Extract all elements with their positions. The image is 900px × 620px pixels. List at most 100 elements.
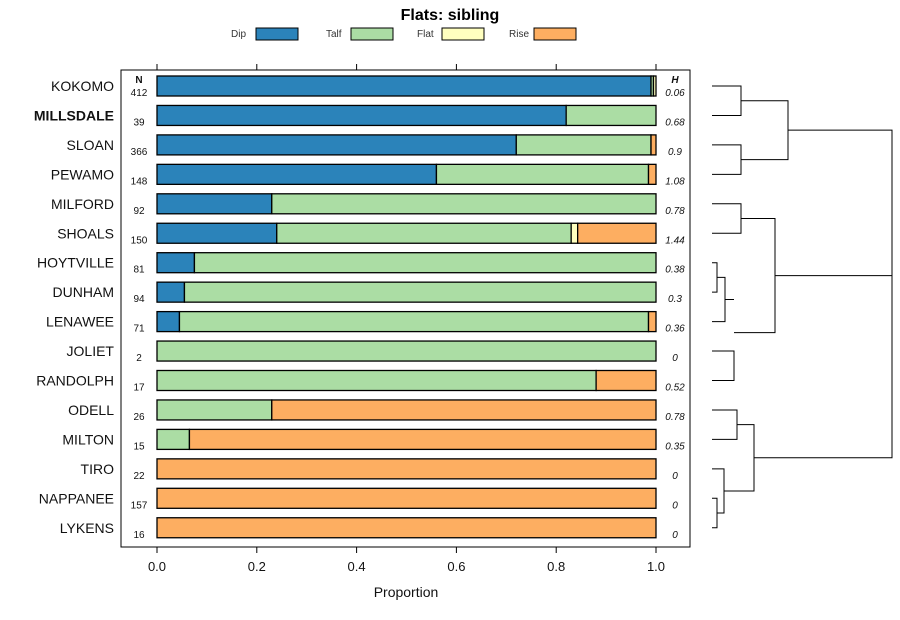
h-column-header: H [671, 75, 679, 86]
row-h-value: 0.38 [665, 265, 685, 276]
bar-segment-flat [652, 75, 657, 97]
row-odell: ODELL 26 0.78 [68, 399, 685, 423]
row-h-value: 1.08 [665, 176, 685, 187]
row-tiro: TIRO 22 0 [81, 458, 678, 482]
row-label: JOLIET [67, 343, 115, 359]
row-label: NAPPANEE [39, 490, 114, 506]
row-n-value: 81 [133, 265, 145, 276]
row-h-value: 0.06 [665, 88, 685, 99]
plot-frame [120, 69, 691, 548]
row-n-value: 26 [133, 412, 145, 423]
row-label: SLOAN [67, 137, 114, 153]
row-n-value: 150 [131, 235, 148, 246]
row-h-value: 0 [672, 530, 678, 541]
row-label: KOKOMO [51, 78, 114, 94]
bar-segment-rise [156, 458, 657, 480]
bar-segment-talf [183, 281, 657, 303]
row-label: HOYTVILLE [37, 255, 114, 271]
row-h-value: 0.52 [665, 383, 685, 394]
row-label: MILFORD [51, 196, 114, 212]
x-tick-label: 0.8 [547, 559, 565, 574]
dendrogram [712, 85, 893, 529]
row-n-value: 92 [133, 206, 145, 217]
row-milford: MILFORD 92 0.78 [51, 193, 685, 217]
bar-segment-dip [156, 104, 567, 127]
bar-segment-rise [188, 428, 657, 451]
dendrogram-branch [712, 276, 726, 323]
bar-segment-talf [178, 310, 650, 333]
row-n-value: 2 [136, 353, 142, 364]
dendrogram-branch [724, 424, 755, 492]
bar-segment-dip [156, 281, 186, 303]
row-hoytville: HOYTVILLE 81 0.38 [37, 252, 685, 276]
legend: Dip Talf Flat Rise [231, 27, 577, 41]
row-n-value: 157 [131, 500, 148, 511]
bar-segment-rise [650, 134, 657, 156]
dendrogram-branch [741, 100, 789, 161]
legend-label-dip: Dip [231, 29, 246, 40]
bar-segment-rise [156, 487, 657, 509]
row-h-value: 0.3 [668, 294, 682, 305]
row-randolph: RANDOLPH 17 0.52 [36, 369, 685, 394]
bar-segment-rise [595, 369, 657, 392]
rows: KOKOMO 412 0.06 MILLSDALE 39 0.68 SLOAN 366 0.9 P… [34, 75, 685, 541]
row-label: LENAWEE [46, 314, 114, 330]
bar-segment-talf [565, 104, 657, 127]
bar-segment-rise [647, 310, 657, 333]
row-n-value: 17 [133, 383, 145, 394]
dendrogram-branch [712, 203, 742, 234]
bar-segment-dip [156, 193, 273, 215]
row-millsdale: MILLSDALE 39 0.68 [34, 104, 685, 128]
legend-swatch-flat [441, 27, 485, 41]
bar-segment-rise [577, 222, 657, 244]
row-dunham: DUNHAM 94 0.3 [53, 281, 682, 305]
x-axis-label: Proportion [374, 584, 439, 600]
bar-segment-rise [271, 399, 657, 421]
x-tick-label: 0.6 [447, 559, 465, 574]
row-h-value: 0 [672, 471, 678, 482]
row-n-value: 71 [133, 324, 145, 335]
row-label: TIRO [81, 461, 115, 477]
bar-segment-dip [156, 134, 517, 156]
row-n-value: 39 [133, 117, 145, 128]
legend-swatch-talf [350, 27, 394, 41]
bar-segment-talf [156, 369, 597, 392]
row-lenawee: LENAWEE 71 0.36 [46, 310, 685, 335]
bar-segment-dip [156, 75, 652, 97]
bar-segment-dip [156, 163, 438, 186]
row-h-value: 0.36 [665, 324, 685, 335]
dendrogram-branch [754, 129, 893, 459]
row-milton: MILTON 15 0.35 [62, 428, 685, 452]
row-h-value: 0.68 [665, 117, 685, 128]
row-n-value: 148 [131, 176, 148, 187]
legend-swatch-rise [533, 27, 577, 41]
row-h-value: 0.9 [668, 147, 682, 158]
dendrogram-branch [712, 144, 742, 175]
row-label: ODELL [68, 402, 114, 418]
row-n-value: 22 [133, 471, 145, 482]
row-joliet: JOLIET 2 0 [67, 340, 678, 364]
row-label: LYKENS [60, 520, 114, 536]
x-tick-label: 0.0 [148, 559, 166, 574]
n-column-header: N [135, 75, 142, 86]
bar-segment-talf [515, 134, 652, 156]
chart-title: Flats: sibling [401, 7, 500, 24]
dendrogram-branch [712, 409, 738, 440]
row-h-value: 0 [672, 353, 678, 364]
bar-segment-talf [156, 340, 657, 362]
row-n-value: 94 [133, 294, 145, 305]
x-tick-label: 0.4 [348, 559, 366, 574]
row-h-value: 0.78 [665, 206, 685, 217]
bar-segment-talf [271, 193, 657, 215]
bar-segment-talf [156, 399, 273, 421]
dendrogram-branch [712, 262, 718, 293]
row-n-value: 412 [131, 88, 148, 99]
row-n-value: 15 [133, 441, 145, 452]
row-shoals: SHOALS 150 1.44 [57, 222, 685, 246]
row-h-value: 0 [672, 500, 678, 511]
dendrogram-branch [712, 85, 742, 116]
bar-segment-talf [156, 428, 191, 451]
row-label: MILLSDALE [34, 107, 114, 123]
dendrogram-branch [712, 497, 718, 529]
bar-segment-talf [276, 222, 572, 244]
